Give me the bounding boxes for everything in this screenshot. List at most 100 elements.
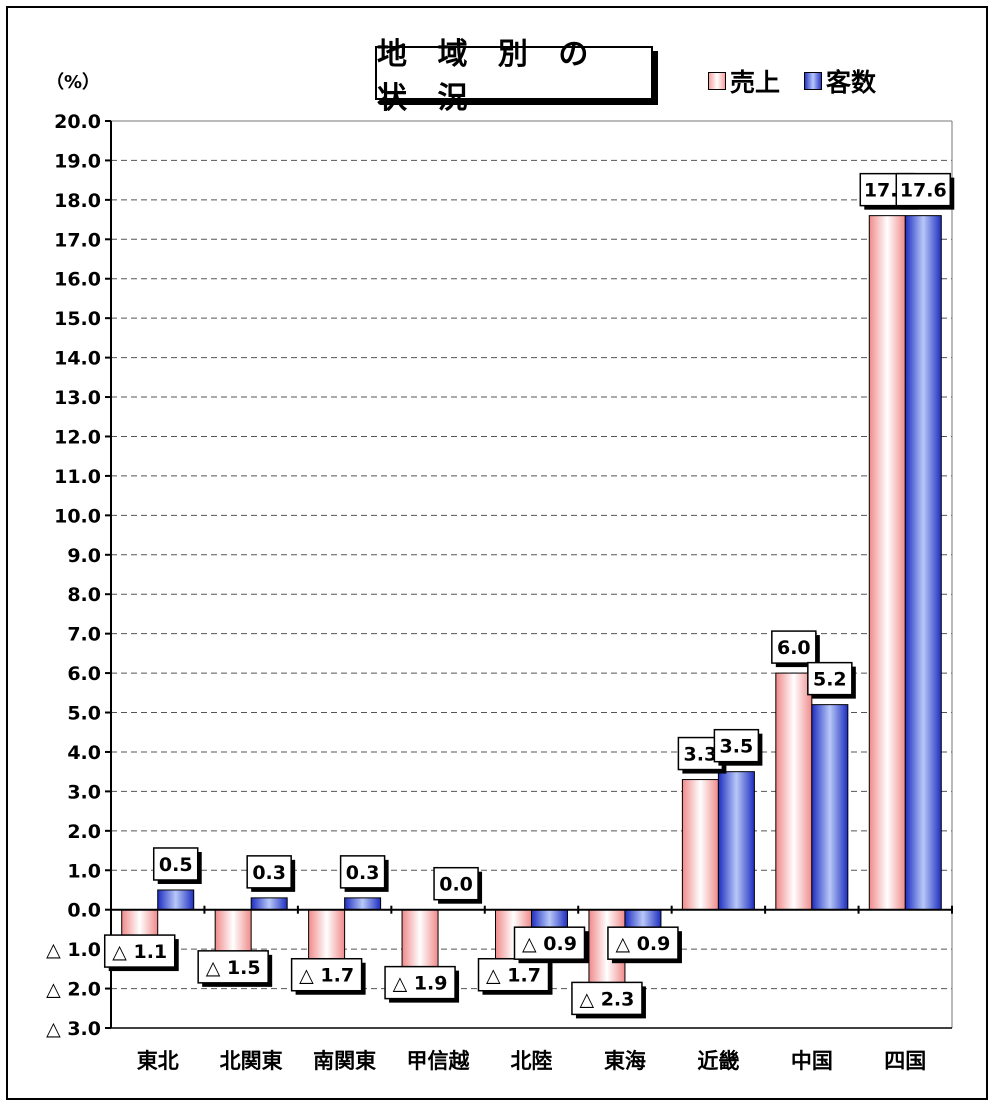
label-text: 6.0 (777, 637, 811, 659)
x-category-label: 東北 (137, 1049, 179, 1073)
y-tick-label: 14.0 (54, 348, 101, 370)
data-labels: △ 1.1 △ 1.5 △ 1.7 △ 1.9 △ 1.7 △ 2.3 3.3 6.0 17.6… (103, 172, 955, 1019)
chart-frame: 20.0 19.0 18.0 17.0 16.0 15.0 14.0 13.0 12.0 11.0… (6, 6, 988, 1100)
sales-data-label: △ 1.1 (103, 934, 179, 972)
legend-label-customers: 客数 (826, 68, 877, 97)
bar-chart: 20.0 19.0 18.0 17.0 16.0 15.0 14.0 13.0 12.0 11.0… (46, 111, 955, 1073)
y-tick-label: △ 1.0 (46, 939, 101, 961)
y-tick-label: 2.0 (67, 821, 101, 843)
label-box (771, 630, 817, 664)
customers-bar (904, 215, 942, 911)
label-text: △ 1.7 (299, 965, 354, 987)
axes: 20.0 19.0 18.0 17.0 16.0 15.0 14.0 13.0 12.0 11.0… (46, 111, 953, 1073)
customers-data-label: 0.3 (339, 855, 389, 892)
customers-data-label: 0.5 (152, 847, 202, 884)
y-tick-label: 20.0 (54, 111, 101, 133)
label-box (713, 728, 760, 763)
label-text: 3.3 (684, 744, 718, 766)
label-text: 3.5 (720, 736, 754, 758)
customers-data-label: 5.2 (807, 661, 856, 699)
legend-swatch-customers (804, 72, 823, 90)
sales-data-label: △ 1.9 (384, 965, 460, 1003)
customers-data-label: 3.5 (713, 728, 763, 766)
sales-data-label: △ 1.5 (197, 950, 273, 987)
label-box (607, 926, 679, 960)
label-text: 0.0 (439, 874, 473, 896)
label-text: △ 2.3 (579, 988, 634, 1010)
y-tick-label: 19.0 (54, 150, 101, 172)
label-text: △ 1.5 (206, 957, 261, 979)
customers-bar (811, 704, 849, 911)
customers-data-label: △ 0.9 (607, 926, 682, 964)
label-text: 5.2 (813, 669, 847, 691)
customers-data-label: 0.0 (433, 866, 483, 904)
sales-data-label: △ 1.7 (477, 957, 553, 995)
y-tick-label: 6.0 (67, 663, 101, 685)
customers-bar (344, 897, 382, 911)
x-category-label: 北関東 (220, 1049, 283, 1073)
label-box (807, 661, 853, 696)
y-tick-label: 7.0 (67, 624, 101, 646)
label-text: 0.3 (252, 862, 286, 884)
y-tick-label: △ 2.0 (46, 979, 101, 1001)
y-tick-label: 3.0 (67, 781, 101, 803)
y-tick-label: 11.0 (54, 466, 101, 488)
label-box (290, 957, 363, 992)
sales-bar (681, 779, 719, 911)
x-category-label: 甲信越 (407, 1049, 471, 1073)
label-box (152, 847, 199, 881)
legend-label-sales: 売上 (730, 68, 781, 97)
y-axis-unit: （%） (46, 72, 101, 93)
y-tick-label: 18.0 (54, 190, 101, 212)
y-tick-label: 9.0 (67, 545, 101, 567)
x-category-label: 近畿 (697, 1049, 739, 1073)
label-text: △ 1.9 (393, 973, 448, 995)
y-tick-label: 17.0 (54, 229, 101, 251)
legend-item-customers: 客数 (804, 63, 876, 99)
y-tick-label: 1.0 (67, 860, 101, 882)
customers-bar (250, 897, 288, 911)
label-text: △ 0.9 (522, 933, 577, 955)
sales-data-label: 6.0 (771, 630, 820, 668)
y-tick-label: 10.0 (54, 505, 101, 527)
label-box (103, 934, 176, 968)
y-tick-label: 5.0 (67, 703, 101, 725)
x-category-label: 南関東 (313, 1049, 376, 1073)
y-tick-label: △ 3.0 (46, 1018, 101, 1040)
label-text: 0.5 (159, 854, 193, 876)
label-box (433, 866, 479, 901)
y-tick-label: 13.0 (54, 387, 101, 409)
sales-data-label: △ 2.3 (571, 981, 646, 1019)
label-box (246, 855, 292, 889)
customers-bar (157, 889, 195, 911)
x-category-label: 中国 (791, 1049, 833, 1073)
customers-data-label: △ 0.9 (513, 926, 589, 964)
label-box (571, 981, 643, 1016)
label-box (895, 172, 952, 207)
x-category-label: 四国 (884, 1049, 926, 1073)
label-box (513, 926, 586, 960)
chart-title: 地 域 別 の 状 況 (375, 37, 653, 116)
label-text: △ 1.7 (486, 965, 541, 987)
customers-data-label: 17.6 (895, 172, 955, 210)
y-tick-label: 8.0 (67, 584, 101, 606)
label-text: △ 0.9 (615, 933, 670, 955)
bars (121, 215, 942, 1001)
label-text: 0.3 (346, 862, 380, 884)
y-tick-label: 16.0 (54, 269, 101, 291)
label-box (339, 855, 386, 889)
y-tick-label: 4.0 (67, 742, 101, 764)
sales-bar (868, 215, 906, 911)
sales-bar (775, 672, 813, 911)
y-tick-label: 15.0 (54, 308, 101, 330)
y-tick-label: 0.0 (67, 900, 101, 922)
label-text: △ 1.1 (112, 941, 167, 963)
label-box (197, 950, 269, 984)
legend-item-sales: 売上 (708, 63, 780, 99)
label-box (477, 957, 550, 992)
sales-data-label: △ 1.7 (290, 957, 366, 995)
legend-swatch-sales (708, 72, 726, 90)
x-category-label: 東海 (604, 1049, 646, 1073)
customers-bar (717, 771, 755, 911)
y-tick-label: 12.0 (54, 426, 101, 448)
